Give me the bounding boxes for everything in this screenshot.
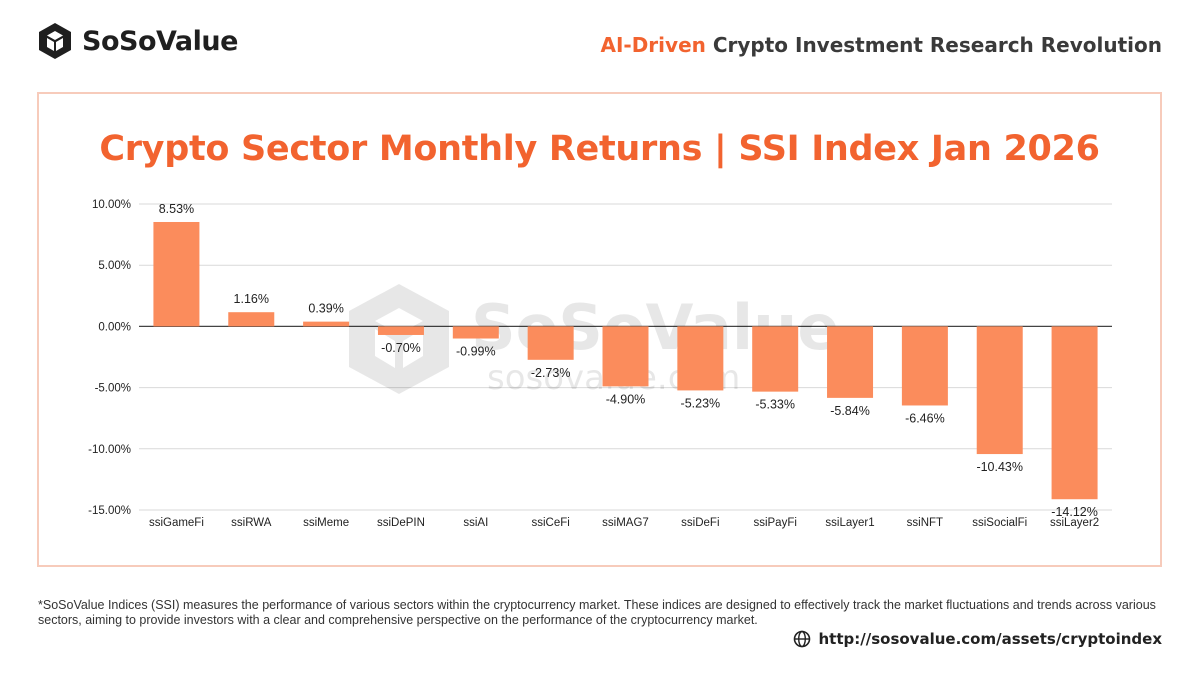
data-label: -5.84% — [830, 404, 870, 418]
x-category-label: ssiDeFi — [681, 517, 719, 529]
y-tick-label: 0.00% — [98, 321, 131, 333]
bar — [1051, 326, 1098, 500]
bar — [228, 312, 275, 327]
data-label: -14.12% — [1051, 505, 1098, 519]
footer-link-text: http://sosovalue.com/assets/cryptoindex — [818, 630, 1163, 648]
tagline: AI-Driven Crypto Investment Research Rev… — [600, 33, 1162, 57]
bar — [527, 326, 574, 360]
x-category-label: ssiRWA — [231, 517, 272, 529]
y-tick-label: -5.00% — [95, 383, 131, 395]
sosovalue-cube-icon — [39, 23, 71, 59]
tagline-rest: Crypto Investment Research Revolution — [705, 33, 1162, 57]
x-category-label: ssiAI — [463, 517, 488, 529]
brand-logo[interactable]: SoSoValue — [38, 22, 238, 60]
tagline-accent: AI-Driven — [600, 33, 706, 57]
y-tick-label: -15.00% — [88, 505, 131, 517]
y-tick-label: -10.00% — [88, 444, 131, 456]
data-label: -0.70% — [381, 341, 421, 355]
data-label: -4.90% — [606, 392, 646, 406]
footer-link[interactable]: http://sosovalue.com/assets/cryptoindex — [793, 630, 1163, 648]
x-category-label: ssiLayer2 — [1050, 517, 1099, 529]
bar — [153, 221, 200, 327]
footer-note: *SoSoValue Indices (SSI) measures the pe… — [38, 598, 1156, 627]
x-category-label: ssiPayFi — [753, 517, 796, 529]
globe-icon — [793, 630, 810, 648]
x-category-label: ssiCeFi — [531, 517, 569, 529]
data-label: -5.23% — [681, 396, 721, 410]
x-category-label: ssiGameFi — [149, 517, 204, 529]
data-label: 8.53% — [159, 202, 194, 216]
x-category-label: ssiLayer1 — [825, 517, 874, 529]
x-category-label: ssiNFT — [907, 517, 943, 529]
data-label: -10.43% — [976, 460, 1023, 474]
bar — [976, 326, 1023, 455]
x-category-label: ssiDePIN — [377, 517, 425, 529]
x-category-label: ssiSocialFi — [972, 517, 1027, 529]
brand-name: SoSoValue — [82, 25, 238, 57]
bar — [752, 326, 799, 392]
chart-card: Crypto Sector Monthly Returns | SSI Inde… — [37, 92, 1162, 567]
bar — [303, 321, 350, 327]
bar — [377, 326, 424, 335]
data-label: -5.33% — [755, 398, 795, 412]
bar-chart: 10.00%5.00%0.00%-5.00%-10.00%-15.00%SoSo… — [88, 199, 1112, 529]
data-label: 0.39% — [308, 302, 343, 316]
x-category-label: ssiMAG7 — [602, 517, 649, 529]
data-label: -2.73% — [531, 366, 571, 380]
watermark-logo-icon — [349, 284, 449, 394]
bar — [827, 326, 874, 398]
bar — [901, 326, 948, 406]
y-tick-label: 10.00% — [92, 199, 131, 211]
bar — [602, 326, 649, 387]
header: SoSoValue AI-Driven Crypto Investment Re… — [0, 0, 1200, 90]
x-category-label: ssiMeme — [303, 517, 349, 529]
chart-title: Crypto Sector Monthly Returns | SSI Inde… — [99, 129, 1100, 169]
data-label: 1.16% — [234, 292, 269, 306]
y-tick-label: 5.00% — [98, 260, 131, 272]
data-label: -6.46% — [905, 411, 945, 425]
bar — [677, 326, 724, 391]
bar — [452, 326, 499, 339]
data-label: -0.99% — [456, 345, 496, 359]
